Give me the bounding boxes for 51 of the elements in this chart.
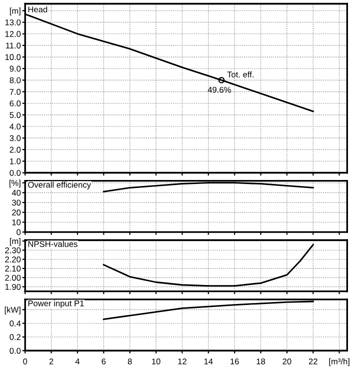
y-tick-label: 9.0 [10, 66, 21, 72]
y-tick-label: 0.0 [10, 170, 21, 176]
chart-title: Power input P1 [28, 300, 84, 308]
x-tick-label: 18 [256, 358, 266, 364]
chart-title: NPSH-values [28, 240, 78, 247]
annotation: 49.6% [208, 86, 231, 93]
y-tick-label: 7.0 [10, 88, 21, 95]
x-tick-label: 10 [152, 358, 160, 364]
x-tick-label: [m³/h] [329, 358, 350, 366]
y-tick-label: 2.30 [5, 247, 21, 254]
line-series [102, 244, 314, 287]
y-tick-label: 12.0 [5, 31, 21, 37]
y-tick-label: 20 [12, 210, 21, 216]
y-tick-label: 8.0 [10, 77, 21, 84]
y-tick-label: 10 [12, 219, 21, 226]
y-tick-label: 5.0 [10, 112, 21, 118]
y-tick-label: [m] [10, 8, 20, 16]
y-tick-label: 3.0 [10, 135, 21, 142]
y-tick-label: [m] [10, 238, 20, 246]
x-tick-label: 16 [230, 358, 239, 364]
x-tick-label: 12 [178, 358, 186, 364]
y-tick-label: 10.0 [5, 54, 21, 60]
y-tick-label: 0.0 [10, 348, 21, 354]
y-tick-label: 40 [12, 190, 21, 196]
x-tick-label: 6 [102, 358, 106, 364]
chart-title: Overall efficiency [28, 182, 91, 190]
annotation: Tot. eff. [227, 71, 254, 78]
x-tick-label: 20 [282, 358, 292, 364]
y-tick-label: 1.90 [5, 284, 21, 290]
y-tick-label: 2.10 [5, 266, 21, 272]
y-tick-label: 30 [12, 200, 21, 206]
x-tick-label: 2 [49, 358, 54, 364]
y-tick-label: 2.0 [10, 146, 21, 153]
y-tick-label: 0 [16, 229, 21, 236]
x-tick-label: 22 [308, 358, 318, 364]
y-tick-label: [kW] [4, 306, 20, 314]
y-tick-label: 2.20 [5, 256, 21, 262]
y-tick-label: 0.2 [10, 334, 21, 340]
chart-title: Head [28, 6, 48, 12]
x-tick-label: 14 [204, 358, 213, 364]
y-tick-label: 0.4 [10, 320, 21, 326]
x-tick-label: 8 [128, 358, 132, 364]
y-tick-label: 2.00 [5, 274, 21, 281]
x-tick-label: 0 [23, 358, 28, 364]
y-tick-label: 11.0 [6, 42, 21, 49]
y-tick-label: 13.0 [5, 19, 21, 26]
y-tick-label: [%] [10, 180, 20, 188]
y-tick-label: 6.0 [10, 100, 21, 106]
x-tick-label: 4 [75, 358, 80, 364]
y-tick-label: 1.0 [10, 158, 21, 164]
y-tick-label: 4.0 [10, 124, 21, 130]
